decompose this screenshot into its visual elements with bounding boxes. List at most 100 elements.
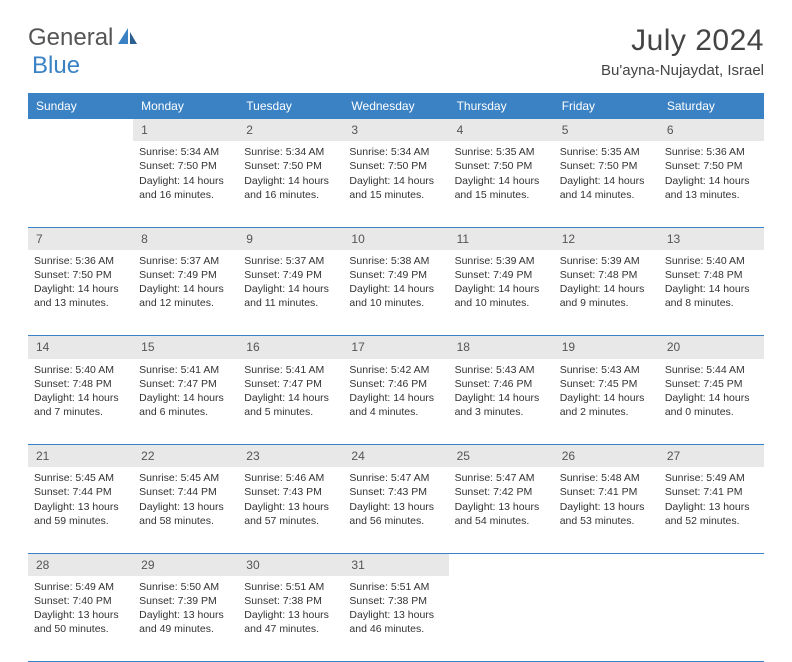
sail-icon	[117, 26, 139, 51]
sunrise-text: Sunrise: 5:39 AM	[455, 254, 548, 268]
daylight-text: Daylight: 14 hours and 8 minutes.	[665, 282, 758, 310]
header: General July 2024 Bu'ayna-Nujaydat, Isra…	[28, 24, 764, 79]
weekday-header-row: Sunday Monday Tuesday Wednesday Thursday…	[28, 93, 764, 119]
sunrise-text: Sunrise: 5:41 AM	[139, 363, 232, 377]
day-cell: Sunrise: 5:36 AMSunset: 7:50 PMDaylight:…	[659, 141, 764, 227]
sunrise-text: Sunrise: 5:50 AM	[139, 580, 232, 594]
daylight-text: Daylight: 13 hours and 49 minutes.	[139, 608, 232, 636]
day-cell: Sunrise: 5:51 AMSunset: 7:38 PMDaylight:…	[238, 576, 343, 662]
sunset-text: Sunset: 7:48 PM	[34, 377, 127, 391]
sunset-text: Sunset: 7:49 PM	[455, 268, 548, 282]
sunrise-text: Sunrise: 5:43 AM	[560, 363, 653, 377]
day-number-cell	[554, 553, 659, 576]
sunset-text: Sunset: 7:38 PM	[349, 594, 442, 608]
sunset-text: Sunset: 7:50 PM	[34, 268, 127, 282]
day-number-cell: 14	[28, 336, 133, 359]
day-cell: Sunrise: 5:47 AMSunset: 7:43 PMDaylight:…	[343, 467, 448, 553]
day-number-cell: 9	[238, 227, 343, 250]
day-number-cell: 27	[659, 445, 764, 468]
sunrise-text: Sunrise: 5:44 AM	[665, 363, 758, 377]
sunrise-text: Sunrise: 5:45 AM	[34, 471, 127, 485]
weekday-header: Wednesday	[343, 93, 448, 119]
sunset-text: Sunset: 7:44 PM	[34, 485, 127, 499]
sunrise-text: Sunrise: 5:51 AM	[349, 580, 442, 594]
day-content-row: Sunrise: 5:49 AMSunset: 7:40 PMDaylight:…	[28, 576, 764, 662]
daylight-text: Daylight: 14 hours and 10 minutes.	[455, 282, 548, 310]
sunrise-text: Sunrise: 5:35 AM	[455, 145, 548, 159]
day-cell: Sunrise: 5:50 AMSunset: 7:39 PMDaylight:…	[133, 576, 238, 662]
sunset-text: Sunset: 7:50 PM	[244, 159, 337, 173]
sunset-text: Sunset: 7:42 PM	[455, 485, 548, 499]
sunrise-text: Sunrise: 5:37 AM	[139, 254, 232, 268]
sunrise-text: Sunrise: 5:38 AM	[349, 254, 442, 268]
day-cell: Sunrise: 5:48 AMSunset: 7:41 PMDaylight:…	[554, 467, 659, 553]
daylight-text: Daylight: 14 hours and 3 minutes.	[455, 391, 548, 419]
day-number-cell: 16	[238, 336, 343, 359]
day-number-cell: 25	[449, 445, 554, 468]
weekday-header: Saturday	[659, 93, 764, 119]
day-cell: Sunrise: 5:38 AMSunset: 7:49 PMDaylight:…	[343, 250, 448, 336]
daylight-text: Daylight: 14 hours and 0 minutes.	[665, 391, 758, 419]
calendar-table: Sunday Monday Tuesday Wednesday Thursday…	[28, 93, 764, 662]
sunset-text: Sunset: 7:50 PM	[349, 159, 442, 173]
daylight-text: Daylight: 13 hours and 50 minutes.	[34, 608, 127, 636]
daylight-text: Daylight: 14 hours and 4 minutes.	[349, 391, 442, 419]
day-number-cell: 26	[554, 445, 659, 468]
day-cell: Sunrise: 5:34 AMSunset: 7:50 PMDaylight:…	[238, 141, 343, 227]
day-number-row: 78910111213	[28, 227, 764, 250]
day-cell: Sunrise: 5:46 AMSunset: 7:43 PMDaylight:…	[238, 467, 343, 553]
sunset-text: Sunset: 7:39 PM	[139, 594, 232, 608]
sunrise-text: Sunrise: 5:49 AM	[665, 471, 758, 485]
day-cell: Sunrise: 5:34 AMSunset: 7:50 PMDaylight:…	[133, 141, 238, 227]
day-number-cell: 20	[659, 336, 764, 359]
day-cell: Sunrise: 5:49 AMSunset: 7:40 PMDaylight:…	[28, 576, 133, 662]
day-cell: Sunrise: 5:51 AMSunset: 7:38 PMDaylight:…	[343, 576, 448, 662]
sunset-text: Sunset: 7:48 PM	[560, 268, 653, 282]
sunset-text: Sunset: 7:41 PM	[560, 485, 653, 499]
daylight-text: Daylight: 14 hours and 7 minutes.	[34, 391, 127, 419]
day-cell: Sunrise: 5:37 AMSunset: 7:49 PMDaylight:…	[133, 250, 238, 336]
day-cell: Sunrise: 5:36 AMSunset: 7:50 PMDaylight:…	[28, 250, 133, 336]
sunrise-text: Sunrise: 5:34 AM	[244, 145, 337, 159]
sunset-text: Sunset: 7:49 PM	[139, 268, 232, 282]
sunrise-text: Sunrise: 5:47 AM	[349, 471, 442, 485]
sunset-text: Sunset: 7:44 PM	[139, 485, 232, 499]
daylight-text: Daylight: 14 hours and 10 minutes.	[349, 282, 442, 310]
day-number-cell: 15	[133, 336, 238, 359]
day-content-row: Sunrise: 5:36 AMSunset: 7:50 PMDaylight:…	[28, 250, 764, 336]
sunset-text: Sunset: 7:43 PM	[244, 485, 337, 499]
day-number-cell: 5	[554, 119, 659, 141]
daylight-text: Daylight: 14 hours and 11 minutes.	[244, 282, 337, 310]
day-cell: Sunrise: 5:39 AMSunset: 7:48 PMDaylight:…	[554, 250, 659, 336]
sunset-text: Sunset: 7:46 PM	[349, 377, 442, 391]
day-content-row: Sunrise: 5:40 AMSunset: 7:48 PMDaylight:…	[28, 359, 764, 445]
sunset-text: Sunset: 7:50 PM	[139, 159, 232, 173]
daylight-text: Daylight: 13 hours and 54 minutes.	[455, 500, 548, 528]
sunrise-text: Sunrise: 5:42 AM	[349, 363, 442, 377]
day-cell: Sunrise: 5:37 AMSunset: 7:49 PMDaylight:…	[238, 250, 343, 336]
day-cell: Sunrise: 5:35 AMSunset: 7:50 PMDaylight:…	[449, 141, 554, 227]
sunrise-text: Sunrise: 5:41 AM	[244, 363, 337, 377]
daylight-text: Daylight: 14 hours and 14 minutes.	[560, 174, 653, 202]
sunrise-text: Sunrise: 5:49 AM	[34, 580, 127, 594]
daylight-text: Daylight: 13 hours and 46 minutes.	[349, 608, 442, 636]
sunset-text: Sunset: 7:47 PM	[139, 377, 232, 391]
day-number-cell: 28	[28, 553, 133, 576]
day-cell: Sunrise: 5:41 AMSunset: 7:47 PMDaylight:…	[133, 359, 238, 445]
day-cell: Sunrise: 5:47 AMSunset: 7:42 PMDaylight:…	[449, 467, 554, 553]
day-cell: Sunrise: 5:44 AMSunset: 7:45 PMDaylight:…	[659, 359, 764, 445]
weekday-header: Sunday	[28, 93, 133, 119]
day-number-cell: 30	[238, 553, 343, 576]
day-number-cell	[659, 553, 764, 576]
sunrise-text: Sunrise: 5:36 AM	[665, 145, 758, 159]
day-content-row: Sunrise: 5:45 AMSunset: 7:44 PMDaylight:…	[28, 467, 764, 553]
sunrise-text: Sunrise: 5:47 AM	[455, 471, 548, 485]
logo-text-blue: Blue	[32, 52, 80, 79]
sunrise-text: Sunrise: 5:48 AM	[560, 471, 653, 485]
day-number-cell: 19	[554, 336, 659, 359]
sunrise-text: Sunrise: 5:46 AM	[244, 471, 337, 485]
day-cell: Sunrise: 5:42 AMSunset: 7:46 PMDaylight:…	[343, 359, 448, 445]
sunset-text: Sunset: 7:40 PM	[34, 594, 127, 608]
day-number-cell: 29	[133, 553, 238, 576]
day-number-cell: 12	[554, 227, 659, 250]
